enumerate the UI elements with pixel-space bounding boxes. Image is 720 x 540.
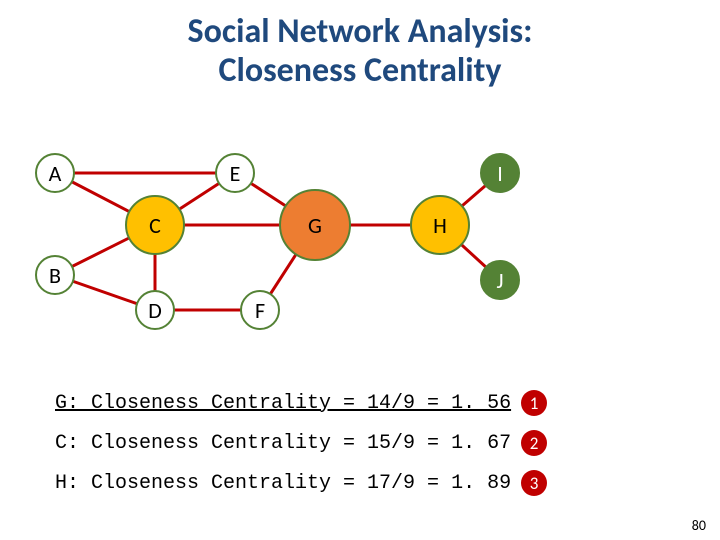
page-number: 80 xyxy=(692,517,706,534)
formula-text-2: H: Closeness Centrality = 17/9 = 1. 89 xyxy=(55,472,511,495)
node-J: J xyxy=(480,260,520,300)
formula-row-2: H: Closeness Centrality = 17/9 = 1. 89 3 xyxy=(55,470,547,496)
node-A: A xyxy=(35,153,75,193)
node-F: F xyxy=(240,290,280,330)
graph-edges-svg xyxy=(0,135,720,355)
node-E: E xyxy=(215,153,255,193)
node-D: D xyxy=(135,290,175,330)
title-line-2: Closeness Centrality xyxy=(0,51,720,90)
formula-text-0: G: Closeness Centrality = 14/9 = 1. 56 xyxy=(55,392,511,415)
rank-badge-1: 1 xyxy=(521,390,547,416)
formula-row-0: G: Closeness Centrality = 14/9 = 1. 56 1 xyxy=(55,390,547,416)
title-line-1: Social Network Analysis: xyxy=(0,12,720,51)
formula-text-1: C: Closeness Centrality = 15/9 = 1. 67 xyxy=(55,432,511,455)
node-H: H xyxy=(410,195,470,255)
node-C: C xyxy=(125,195,185,255)
node-B: B xyxy=(35,255,75,295)
network-graph: A B ECD FGHI J xyxy=(0,135,720,355)
formula-list: G: Closeness Centrality = 14/9 = 1. 561C… xyxy=(55,390,547,510)
slide-title: Social Network Analysis: Closeness Centr… xyxy=(0,0,720,90)
node-G: G xyxy=(279,189,351,261)
node-I: I xyxy=(480,153,520,193)
rank-badge-2: 2 xyxy=(521,430,547,456)
formula-row-1: C: Closeness Centrality = 15/9 = 1. 67 2 xyxy=(55,430,547,456)
rank-badge-3: 3 xyxy=(521,470,547,496)
